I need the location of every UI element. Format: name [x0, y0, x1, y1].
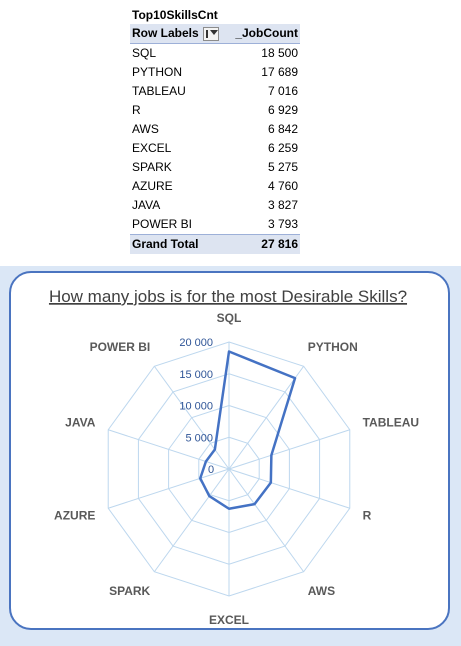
data-point — [228, 507, 230, 510]
table-row: POWER BI 3 793 — [130, 215, 300, 234]
category-label: PYTHON — [308, 340, 358, 354]
jobcount-header: _JobCount — [235, 26, 298, 40]
category-label: JAVA — [65, 415, 96, 429]
row-label: TABLEAU — [132, 84, 186, 98]
chart-title: How many jobs is for the most Desirable … — [49, 287, 407, 306]
pivot-rows: SQL 18 500 PYTHON 17 689 TABLEAU 7 016 R 6 9… — [130, 44, 300, 234]
category-label: POWER BI — [90, 340, 151, 354]
grid-spoke — [108, 429, 230, 470]
row-labels-header: Row Labels — [130, 24, 230, 43]
tick-label: 0 — [208, 464, 214, 476]
row-value: 6 259 — [267, 141, 298, 155]
grand-total-row: Grand Total 27 816 — [130, 234, 300, 254]
tick-label: 10 000 — [179, 401, 213, 413]
row-label: EXCEL — [132, 141, 172, 155]
grid-spoke — [108, 468, 230, 509]
table-row: R 6 929 — [130, 101, 300, 120]
table-row: SPARK 5 275 — [130, 158, 300, 177]
radar-tick-labels: 0 5 000 10 000 15 000 20 000 — [179, 337, 214, 476]
radar-category-labels: SQL PYTHON TABLEAU R AWS EXCEL SPARK AZURE JAVA P… — [54, 311, 419, 627]
row-value: 3 827 — [267, 198, 298, 212]
data-point — [270, 454, 273, 457]
data-point — [270, 481, 272, 484]
row-value: 17 689 — [261, 65, 298, 79]
tick-label: 20 000 — [179, 337, 213, 349]
grid-spoke — [228, 468, 305, 573]
row-label: SQL — [132, 46, 157, 60]
table-row: SQL 18 500 — [130, 44, 300, 63]
row-label: POWER BI — [132, 217, 193, 231]
data-point — [253, 503, 256, 505]
pivot-header-row: Row Labels _JobCount — [130, 24, 300, 44]
table-row: AWS 6 842 — [130, 120, 300, 139]
radar-grid — [107, 341, 351, 597]
data-point — [294, 377, 296, 379]
series-line — [199, 350, 297, 510]
tick-label: 5 000 — [185, 432, 213, 444]
grid-spoke — [153, 468, 230, 573]
grid-spoke — [228, 468, 350, 509]
category-label: AZURE — [54, 509, 95, 523]
table-row: AZURE 4 760 — [130, 177, 300, 196]
category-label: R — [363, 509, 372, 523]
radar-series — [199, 350, 297, 510]
table-row: JAVA 3 827 — [130, 196, 300, 215]
sort-filter-icon[interactable] — [202, 26, 219, 41]
grid-spoke — [153, 365, 230, 470]
data-point — [205, 460, 207, 463]
tick-label: 15 000 — [179, 369, 213, 381]
category-label: EXCEL — [209, 613, 249, 627]
data-point — [228, 350, 230, 353]
category-label: SPARK — [109, 584, 150, 598]
row-value: 5 275 — [267, 160, 298, 174]
row-value: 6 842 — [267, 122, 298, 136]
row-labels-text: Row Labels — [132, 26, 199, 40]
row-label: R — [132, 103, 141, 117]
row-label: JAVA — [132, 198, 161, 212]
table-row: EXCEL 6 259 — [130, 139, 300, 158]
row-value: 3 793 — [267, 217, 298, 231]
row-value: 7 016 — [267, 84, 298, 98]
pivot-title: Top10SkillsCnt — [132, 8, 218, 22]
grid-spoke — [228, 429, 350, 470]
data-point — [214, 448, 216, 451]
category-label: SQL — [217, 311, 242, 325]
grand-total-label: Grand Total — [132, 237, 199, 251]
category-label: TABLEAU — [363, 415, 419, 429]
pivot-table: Top10SkillsCnt Row Labels _JobCount SQL 1… — [130, 6, 300, 254]
row-value: 6 929 — [267, 103, 298, 117]
row-label: SPARK — [132, 160, 172, 174]
row-label: AZURE — [132, 179, 173, 193]
table-row: PYTHON 17 689 — [130, 63, 300, 82]
grid-spoke — [228, 365, 305, 470]
grand-total-value: 27 816 — [261, 237, 298, 251]
data-point — [208, 495, 211, 497]
row-label: AWS — [132, 122, 159, 136]
row-label: PYTHON — [132, 65, 183, 79]
category-label: AWS — [308, 584, 335, 598]
data-point — [199, 477, 202, 480]
table-row: TABLEAU 7 016 — [130, 82, 300, 101]
row-value: 4 760 — [267, 179, 298, 193]
row-value: 18 500 — [261, 46, 298, 60]
